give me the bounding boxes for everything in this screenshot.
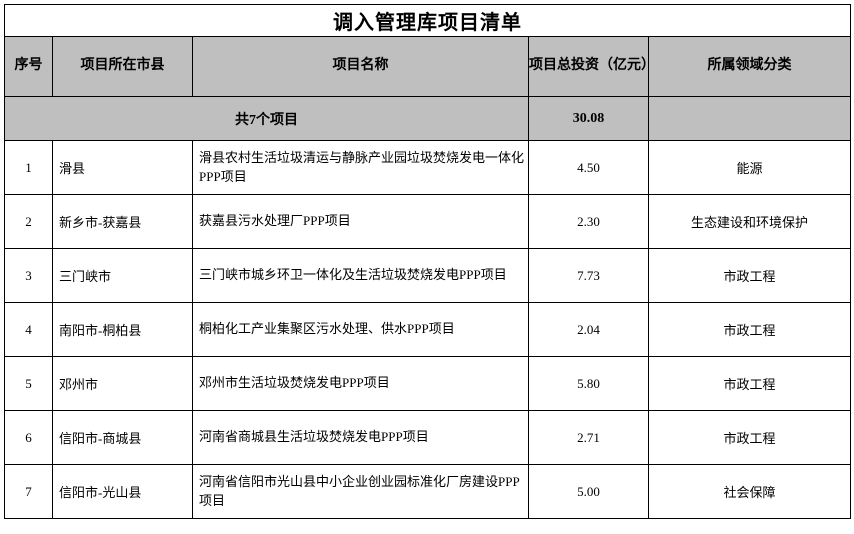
cell-city: 滑县 [53,141,193,195]
table-row: 5邓州市邓州市生活垃圾焚烧发电PPP项目5.80市政工程 [5,357,851,411]
cell-category: 市政工程 [649,249,851,303]
table-row: 4南阳市-桐柏县桐柏化工产业集聚区污水处理、供水PPP项目2.04市政工程 [5,303,851,357]
cell-name: 获嘉县污水处理厂PPP项目 [193,195,529,249]
header-invest: 项目总投资（亿元） [529,37,649,97]
project-table: 调入管理库项目清单 序号 项目所在市县 项目名称 项目总投资（亿元） 所属领域分… [4,4,851,519]
cell-name: 三门峡市城乡环卫一体化及生活垃圾焚烧发电PPP项目 [193,249,529,303]
header-idx: 序号 [5,37,53,97]
cell-idx: 4 [5,303,53,357]
table-row: 2新乡市-获嘉县获嘉县污水处理厂PPP项目2.30生态建设和环境保护 [5,195,851,249]
cell-name: 河南省商城县生活垃圾焚烧发电PPP项目 [193,411,529,465]
header-category: 所属领域分类 [649,37,851,97]
cell-idx: 1 [5,141,53,195]
title-row: 调入管理库项目清单 [5,5,851,37]
cell-city: 三门峡市 [53,249,193,303]
table-row: 3三门峡市三门峡市城乡环卫一体化及生活垃圾焚烧发电PPP项目7.73市政工程 [5,249,851,303]
cell-city: 信阳市-商城县 [53,411,193,465]
header-row: 序号 项目所在市县 项目名称 项目总投资（亿元） 所属领域分类 [5,37,851,97]
summary-row: 共7个项目 30.08 [5,97,851,141]
cell-idx: 6 [5,411,53,465]
cell-idx: 3 [5,249,53,303]
cell-name: 滑县农村生活垃圾清运与静脉产业园垃圾焚烧发电一体化PPP项目 [193,141,529,195]
cell-idx: 2 [5,195,53,249]
header-name: 项目名称 [193,37,529,97]
cell-category: 生态建设和环境保护 [649,195,851,249]
cell-city: 邓州市 [53,357,193,411]
cell-category: 市政工程 [649,357,851,411]
cell-category: 市政工程 [649,411,851,465]
cell-invest: 4.50 [529,141,649,195]
cell-invest: 2.30 [529,195,649,249]
cell-invest: 5.00 [529,465,649,519]
cell-name: 邓州市生活垃圾焚烧发电PPP项目 [193,357,529,411]
table-title: 调入管理库项目清单 [5,5,851,37]
cell-category: 社会保障 [649,465,851,519]
table-row: 1滑县滑县农村生活垃圾清运与静脉产业园垃圾焚烧发电一体化PPP项目4.50能源 [5,141,851,195]
cell-idx: 7 [5,465,53,519]
cell-city: 南阳市-桐柏县 [53,303,193,357]
cell-city: 信阳市-光山县 [53,465,193,519]
cell-idx: 5 [5,357,53,411]
table-row: 6信阳市-商城县河南省商城县生活垃圾焚烧发电PPP项目2.71市政工程 [5,411,851,465]
cell-category: 市政工程 [649,303,851,357]
cell-invest: 2.04 [529,303,649,357]
cell-category: 能源 [649,141,851,195]
cell-invest: 5.80 [529,357,649,411]
summary-blank [649,97,851,141]
cell-name: 河南省信阳市光山县中小企业创业园标准化厂房建设PPP项目 [193,465,529,519]
table-row: 7信阳市-光山县河南省信阳市光山县中小企业创业园标准化厂房建设PPP项目5.00… [5,465,851,519]
summary-label: 共7个项目 [5,97,529,141]
cell-invest: 7.73 [529,249,649,303]
cell-city: 新乡市-获嘉县 [53,195,193,249]
cell-name: 桐柏化工产业集聚区污水处理、供水PPP项目 [193,303,529,357]
header-city: 项目所在市县 [53,37,193,97]
summary-total: 30.08 [529,97,649,141]
cell-invest: 2.71 [529,411,649,465]
